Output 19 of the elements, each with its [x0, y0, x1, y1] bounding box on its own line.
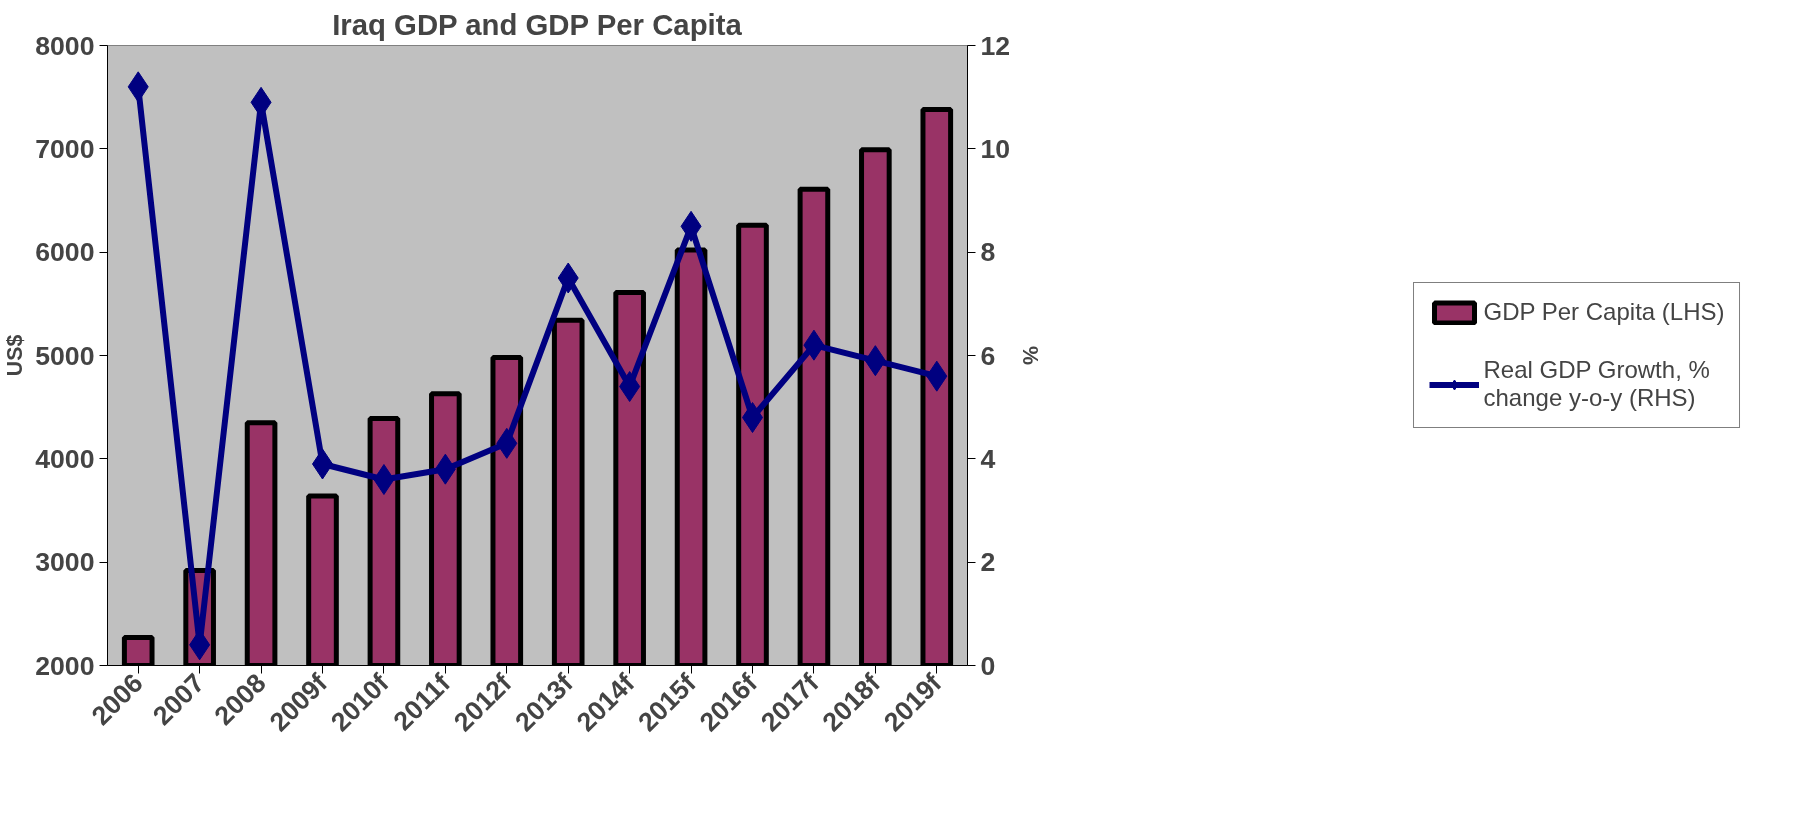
- y2-tick-label: 10: [980, 133, 1011, 164]
- y2-tick-label: 12: [980, 30, 1011, 61]
- legend-label: Real GDP Growth, % change y-o-y (RHS): [1483, 356, 1710, 412]
- y-tick-label: 3000: [35, 547, 95, 578]
- y-tick-label: 6000: [35, 237, 95, 268]
- y2-tick-label: 8: [980, 237, 996, 268]
- y-tick-label: 7000: [35, 133, 95, 164]
- y2-tick-label: 6: [980, 340, 996, 371]
- y2-axis-title: %: [1018, 346, 1043, 366]
- y2-tick-label: 0: [980, 650, 996, 681]
- chart-title: Iraq GDP and GDP Per Capita: [332, 7, 743, 41]
- y2-tick-label: 4: [980, 443, 996, 474]
- y-tick-label: 4000: [35, 443, 95, 474]
- y-tick-label: 2000: [35, 650, 95, 681]
- legend-label: GDP Per Capita (LHS): [1483, 298, 1725, 326]
- y-axis-title: US$: [3, 334, 28, 377]
- y2-tick-label: 2: [980, 547, 996, 578]
- y-tick-label: 8000: [35, 30, 95, 61]
- y-tick-label: 5000: [35, 340, 95, 371]
